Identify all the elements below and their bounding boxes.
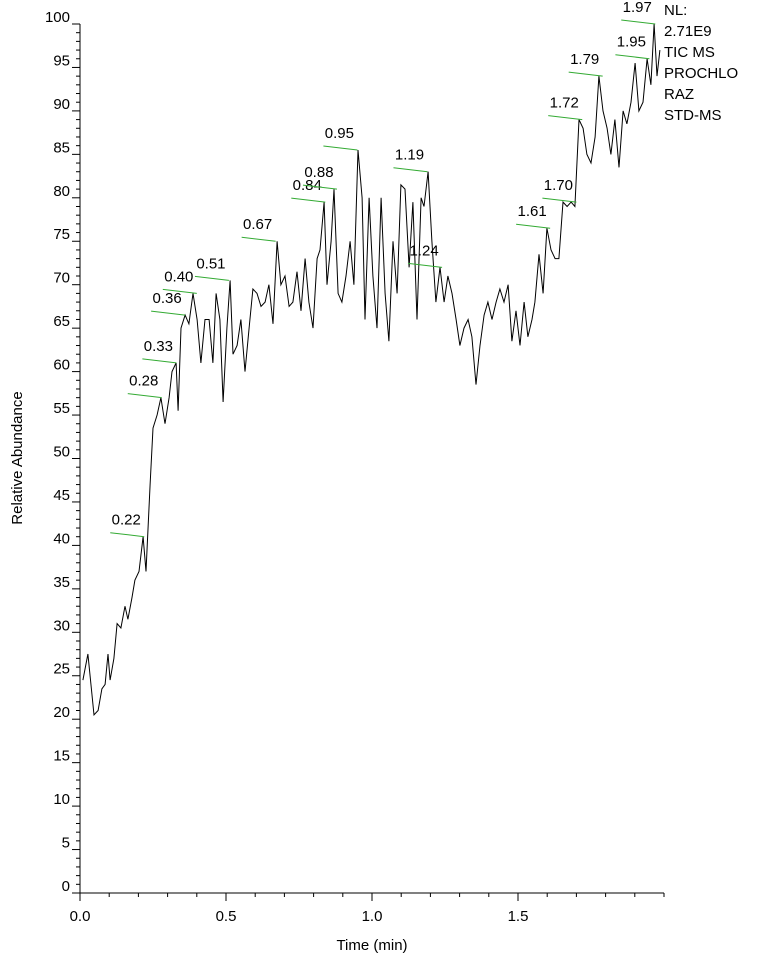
y-tick-label: 20 — [53, 704, 70, 721]
y-axis-label: Relative Abundance — [9, 391, 26, 524]
peak-leader — [194, 275, 229, 281]
x-tick-label: 0.0 — [70, 908, 91, 925]
y-tick-label: 75 — [53, 226, 70, 243]
peak-leader — [568, 71, 603, 77]
x-tick-label: 1.0 — [362, 908, 383, 925]
peak-label: 1.97 — [623, 0, 652, 16]
peak-leader — [142, 358, 177, 364]
peak-label: 0.33 — [144, 338, 173, 355]
peak-leader — [291, 197, 326, 203]
peak-label: 0.51 — [196, 255, 225, 272]
y-tick-label: 15 — [53, 748, 70, 765]
x-axis-label: Time (min) — [336, 937, 407, 954]
peak-label: 1.79 — [570, 51, 599, 68]
peak-label: 0.28 — [129, 373, 158, 390]
peak-leader — [151, 310, 186, 316]
y-tick-label: 55 — [53, 400, 70, 417]
peak-leader — [127, 393, 162, 399]
peak-leader — [408, 262, 443, 268]
peak-label: 1.24 — [409, 242, 438, 259]
peak-label: 1.19 — [395, 147, 424, 164]
peak-leader — [621, 19, 656, 25]
peak-label: 0.67 — [243, 216, 272, 233]
y-tick-label: 65 — [53, 313, 70, 330]
x-tick-label: 1.5 — [508, 908, 529, 925]
y-tick-label: 50 — [53, 443, 70, 460]
annotation-line: 2.71E9 — [664, 23, 712, 40]
y-tick-label: 70 — [53, 270, 70, 287]
peak-leader — [162, 288, 197, 294]
peak-label: 0.36 — [153, 290, 182, 307]
y-tick-label: 40 — [53, 530, 70, 547]
peak-label: 0.95 — [325, 125, 354, 142]
peak-label: 1.72 — [550, 95, 579, 112]
peak-leader — [516, 223, 551, 229]
annotation-line: PROCHLO — [664, 65, 738, 82]
peak-label: 0.88 — [304, 164, 333, 181]
y-tick-label: 5 — [62, 835, 70, 852]
y-tick-label: 80 — [53, 183, 70, 200]
annotation-line: TIC MS — [664, 44, 715, 61]
peak-leader — [323, 145, 358, 151]
y-tick-label: 60 — [53, 357, 70, 374]
y-tick-label: 90 — [53, 96, 70, 113]
peak-label: 1.95 — [617, 34, 646, 51]
peak-label: 0.22 — [112, 512, 141, 529]
peak-leader — [241, 236, 276, 242]
annotation-line: NL: — [664, 2, 687, 19]
y-tick-label: 0 — [62, 878, 70, 895]
y-tick-label: 45 — [53, 487, 70, 504]
peak-leader — [302, 184, 338, 190]
y-tick-label: 100 — [45, 9, 70, 26]
peak-leader — [110, 532, 145, 538]
peak-leader — [615, 54, 650, 60]
annotation-line: RAZ — [664, 86, 694, 103]
peak-label: 0.40 — [164, 268, 193, 285]
annotation-line: STD-MS — [664, 107, 722, 124]
y-tick-label: 30 — [53, 617, 70, 634]
peak-leader — [542, 197, 577, 203]
trace — [82, 23, 661, 717]
y-tick-label: 10 — [53, 791, 70, 808]
y-tick-label: 25 — [53, 661, 70, 678]
y-tick-label: 35 — [53, 574, 70, 591]
y-tick-label: 95 — [53, 52, 70, 69]
peak-leader — [393, 167, 428, 173]
x-tick-label: 0.5 — [216, 908, 237, 925]
peak-label: 1.70 — [544, 177, 573, 194]
peak-leader — [548, 115, 583, 121]
y-tick-label: 85 — [53, 139, 70, 156]
peak-label: 1.61 — [518, 203, 547, 220]
